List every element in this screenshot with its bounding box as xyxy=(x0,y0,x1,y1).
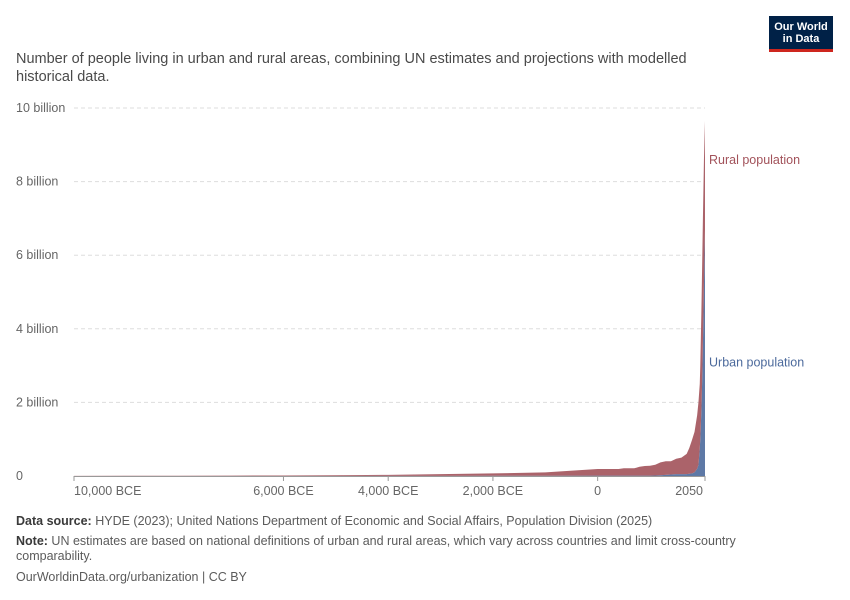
y-tick-label: 8 billion xyxy=(16,175,58,189)
chart-subtitle: Number of people living in urban and rur… xyxy=(16,51,687,85)
owid-logo[interactable]: Our World in Data xyxy=(769,16,833,52)
data-source: Data source: HYDE (2023); United Nations… xyxy=(16,514,816,529)
logo-line-2: in Data xyxy=(782,33,820,45)
y-tick-label: 4 billion xyxy=(16,322,58,336)
x-tick-label: 2050 xyxy=(675,484,703,498)
x-tick-label: 4,000 BCE xyxy=(358,484,418,498)
area-rural-population xyxy=(74,120,705,476)
urban-series-label: Urban population xyxy=(709,356,804,370)
y-tick-label: 6 billion xyxy=(16,248,58,262)
x-tick-label: 6,000 BCE xyxy=(253,484,313,498)
gridlines xyxy=(74,107,705,403)
y-tick-label: 10 billion xyxy=(16,101,65,115)
x-axis: 10,000 BCE 6,000 BCE 4,000 BCE 2,000 BCE 0 20… xyxy=(73,476,706,498)
y-tick-label: 2 billion xyxy=(16,395,58,409)
logo-line-1: Our World xyxy=(774,21,828,33)
rural-series-label: Rural population xyxy=(709,153,800,167)
source-label: Data source: xyxy=(16,514,92,528)
x-tick-label: 10,000 BCE xyxy=(74,484,141,498)
source-text: HYDE (2023); United Nations Department o… xyxy=(91,514,653,528)
x-tick-label: 2,000 BCE xyxy=(463,484,523,498)
source-url-link[interactable]: OurWorldinData.org/urbanization | CC BY xyxy=(16,570,247,584)
note-text: UN estimates are based on national defin… xyxy=(16,534,736,563)
note-label: Note: xyxy=(16,534,48,548)
x-tick-label: 0 xyxy=(594,484,601,498)
area-urban-population xyxy=(74,229,705,476)
y-axis: 0 2 billion 4 billion 6 billion 8 billion 10 … xyxy=(16,101,65,483)
series-areas xyxy=(74,120,705,476)
y-tick-label: 0 xyxy=(16,469,23,483)
series-labels: Rural population Urban population xyxy=(709,153,804,370)
chart-note: Note: UN estimates are based on national… xyxy=(16,534,776,564)
